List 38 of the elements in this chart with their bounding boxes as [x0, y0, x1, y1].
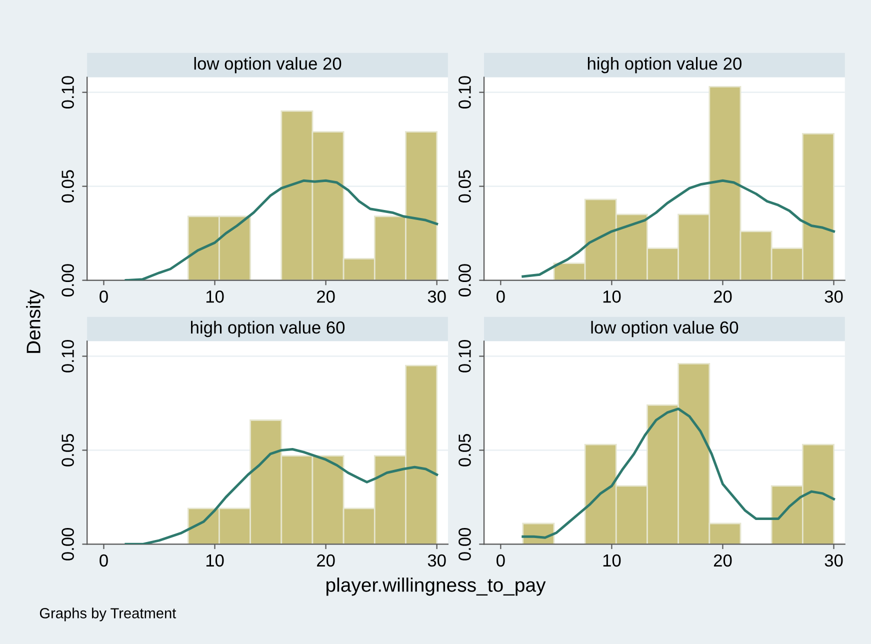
y-tick-label: 0.05 [458, 434, 471, 466]
y-tick-label: 0.00 [62, 264, 74, 296]
line-series [124, 448, 438, 544]
x-tick-label: 20 [317, 290, 335, 303]
chart-title: high option value 60 [191, 320, 345, 338]
x-tick-label: 30 [824, 290, 843, 303]
y-tick-label: 0.10 [458, 340, 471, 372]
text: Graphs by Treatment [40, 608, 176, 622]
y-tick-label: 0.10 [62, 76, 74, 109]
chart-title: low option value 60 [591, 320, 738, 338]
y-tick-label: 0.05 [62, 434, 74, 466]
x-tick-label: 0 [100, 554, 108, 567]
x-tick-label: 0 [496, 554, 505, 567]
y-tick-label: 0.00 [458, 528, 471, 560]
y-tick-label: 0.05 [62, 170, 74, 203]
x-tick-label: 0 [496, 290, 505, 303]
y-axis-title: Density [26, 290, 44, 353]
x-tick-label: 30 [824, 554, 843, 567]
y-tick-label: 0.05 [458, 170, 471, 203]
y-tick-label: 0.00 [458, 264, 471, 296]
x-tick-label: 10 [603, 290, 621, 303]
y-tick-label: 0.00 [62, 528, 74, 560]
x-tick-label: 20 [714, 290, 732, 303]
y-tick-label: 0.10 [62, 340, 74, 372]
x-tick-label: 10 [603, 554, 621, 567]
x-tick-label: 30 [428, 554, 446, 567]
x-tick-label: 0 [100, 290, 108, 303]
x-tick-label: 10 [206, 554, 224, 567]
x-tick-label: 20 [714, 554, 732, 567]
y-tick-label: 0.10 [458, 76, 471, 109]
x-tick-label: 20 [317, 554, 335, 567]
x-tick-label: 30 [428, 290, 446, 303]
chart-title: high option value 20 [588, 57, 742, 74]
line-series [124, 179, 438, 280]
line-series [522, 179, 836, 278]
x-tick-label: 10 [206, 290, 224, 303]
x-axis-title: player.willingness_to_pay [326, 578, 546, 596]
chart-title: low option value 20 [194, 57, 342, 74]
